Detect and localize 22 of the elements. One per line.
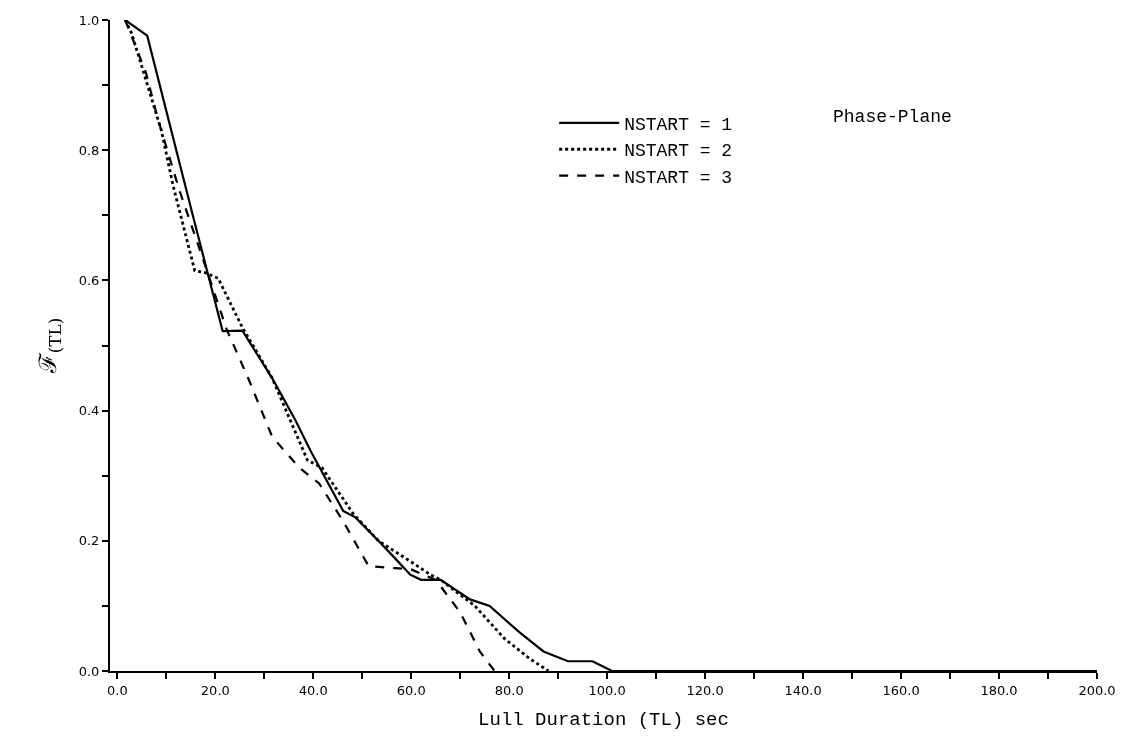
legend-label: NSTART = 1 [624,114,733,135]
x-axis-title: Lull Duration (TL) sec [478,708,729,731]
legend-label: NSTART = 3 [624,167,733,188]
x-tick-label: 160.0 [882,682,920,698]
y-tick-label: 0.8 [78,142,100,158]
y-tick-label: 0.4 [78,403,100,419]
x-tick-label: 0.0 [107,682,128,698]
x-tick-label: 20.0 [200,682,230,698]
y-tick-label: 0.6 [78,272,100,288]
x-tick-label: 180.0 [980,682,1018,698]
x-tick-label: 140.0 [784,682,822,698]
legend-label: NSTART = 2 [624,141,733,162]
y-tick-label: 0.0 [78,663,100,679]
y-tick-label: 0.2 [78,533,100,549]
x-tick-label: 100.0 [588,682,626,698]
x-tick-label: 200.0 [1078,682,1116,698]
x-tick-label: 80.0 [494,682,524,698]
annotation: Phase-Plane [833,107,952,127]
x-tick-label: 40.0 [298,682,328,698]
y-tick-label: 1.0 [78,12,100,28]
x-tick-label: 120.0 [686,682,724,698]
x-tick-label: 60.0 [396,682,426,698]
